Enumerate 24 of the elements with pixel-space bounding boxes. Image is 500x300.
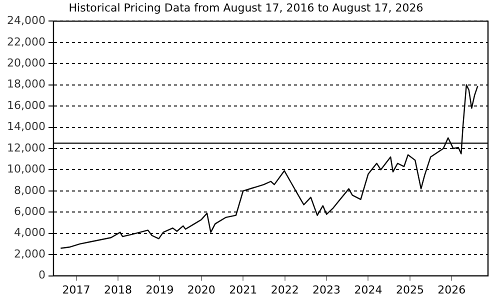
y-tick-label: 16,000 <box>6 98 46 112</box>
chart-title: Historical Pricing Data from August 17, 2016 to August 17, 2026 <box>68 1 424 14</box>
x-tick-label: 2022 <box>270 283 299 296</box>
x-tick-label: 2018 <box>104 283 132 296</box>
y-tick-label: 14,000 <box>6 120 46 134</box>
y-tick-label: 6,000 <box>14 205 46 218</box>
y-tick-label: 22,000 <box>6 35 46 48</box>
x-tick-label: 2025 <box>396 283 424 296</box>
x-tick-label: 2023 <box>312 283 341 296</box>
y-tick-label: 12,000 <box>6 141 46 154</box>
y-tick-label: 10,000 <box>6 162 46 176</box>
y-tick-label: 20,000 <box>6 56 46 70</box>
x-tick-label: 2019 <box>146 283 174 296</box>
y-tick-label: 24,000 <box>6 14 46 28</box>
y-tick-label: 0 <box>38 268 46 282</box>
x-tick-label: 2026 <box>438 283 466 296</box>
y-tick-label: 8,000 <box>14 184 46 197</box>
x-tick-label: 2017 <box>62 283 90 296</box>
y-tick-label: 4,000 <box>14 226 46 240</box>
y-tick-label: 2,000 <box>14 247 46 260</box>
y-tick-label: 18,000 <box>6 78 46 91</box>
x-tick-label: 2021 <box>229 283 258 296</box>
x-tick-label: 2024 <box>354 283 382 296</box>
x-tick-label: 2020 <box>187 283 216 296</box>
